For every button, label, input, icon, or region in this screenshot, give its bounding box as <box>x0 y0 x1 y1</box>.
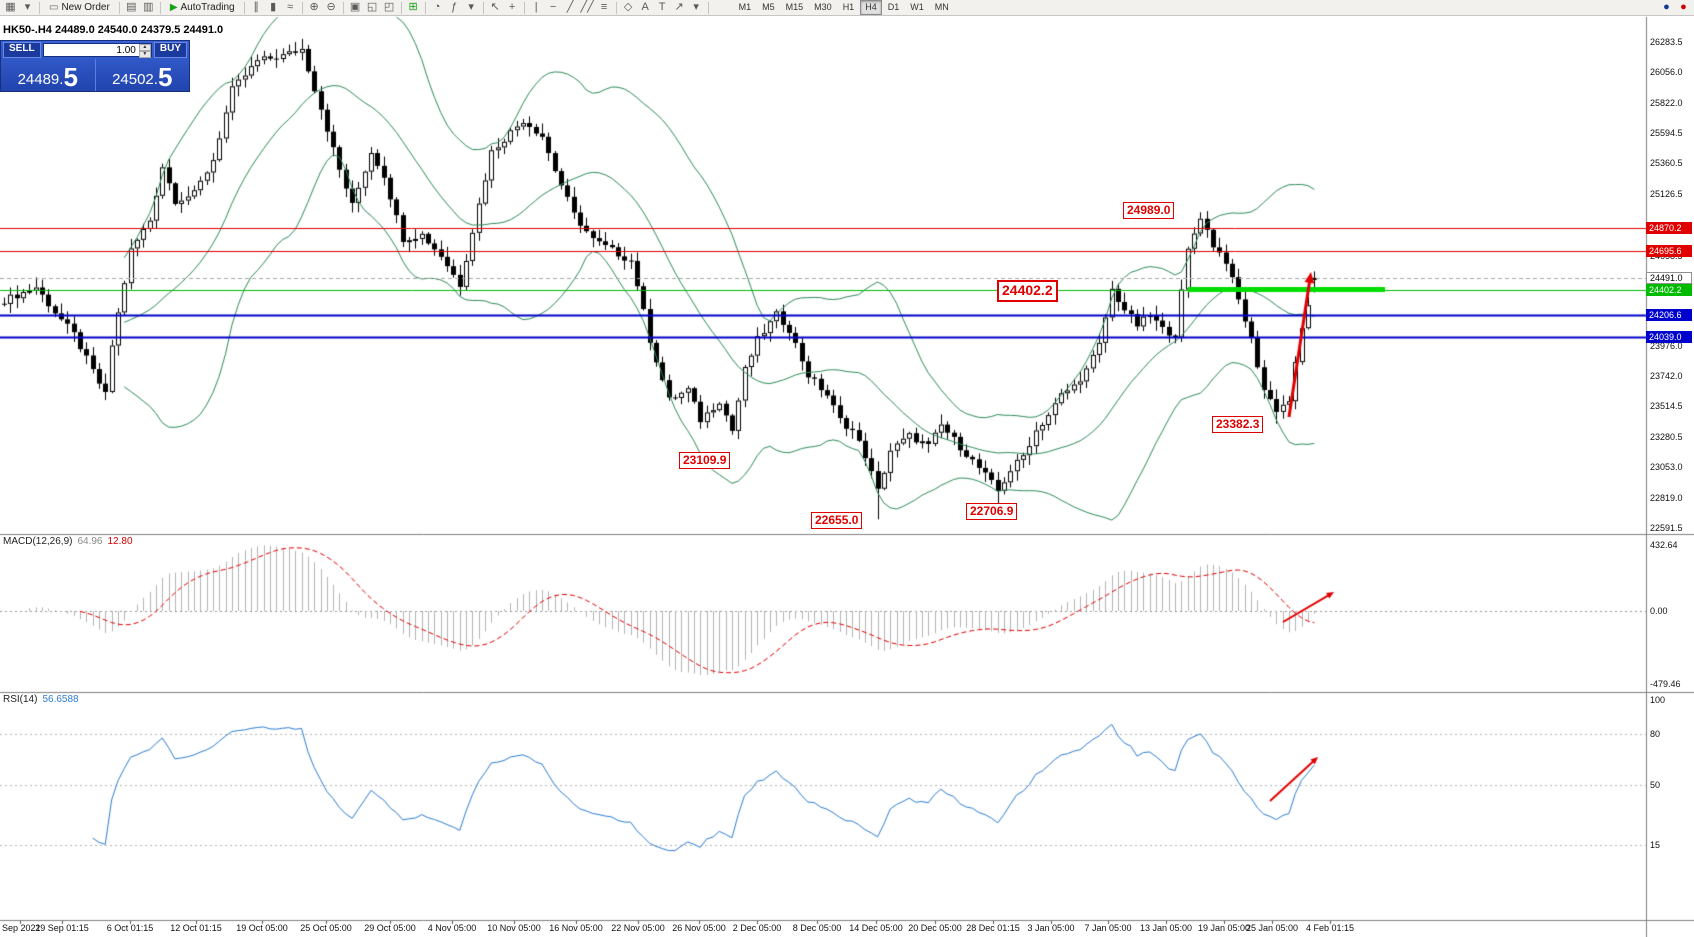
price-annotation[interactable]: 23382.3 <box>1212 416 1264 433</box>
buy-button[interactable]: BUY <box>153 42 187 58</box>
timeframe-button-d1[interactable]: D1 <box>887 2 900 12</box>
toolbar-separator <box>424 1 426 14</box>
sell-price-big-digit: 5 <box>63 62 78 92</box>
fibonacci-icon[interactable]: ≡ <box>600 1 608 13</box>
price-annotation[interactable]: 23109.9 <box>679 452 731 469</box>
new-order-button-label: New Order <box>61 2 110 13</box>
buy-price-main: 24502. <box>112 71 158 88</box>
bar-chart-type-icon[interactable]: ∥ <box>253 1 259 13</box>
toolbar-separator <box>523 1 525 14</box>
timeframe-button-m15[interactable]: M15 <box>785 2 804 12</box>
tile-windows-icon[interactable]: ▣ <box>349 1 361 13</box>
toolbar-separator <box>342 1 344 14</box>
crosshair-icon[interactable]: + <box>508 1 516 13</box>
toolbar-separator <box>39 1 40 14</box>
cascade-windows-icon[interactable]: ◱ <box>366 1 378 13</box>
toolbar-separator <box>615 1 617 14</box>
timeframe-toolbar: M1 M5 M15 M30 H1 H4 D1 W1 MN <box>734 0 954 15</box>
vertical-line-icon[interactable]: | <box>534 1 538 13</box>
macd-value-2: 12.80 <box>107 536 133 547</box>
chart-ohlc-title: HK50-.H4 24489.0 24540.0 24379.5 24491.0 <box>3 24 224 36</box>
volume-up-icon[interactable]: ▲ <box>138 44 151 51</box>
indicators-icon[interactable]: ƒ <box>451 1 458 13</box>
zoom-in-icon[interactable]: ⊕ <box>309 1 319 13</box>
rsi-name: RSI(14) <box>3 694 38 705</box>
arrange-windows-icon[interactable]: ◰ <box>383 1 395 13</box>
trendline-icon[interactable]: ╱ <box>566 1 574 13</box>
toolbar-separator <box>482 1 484 14</box>
clock-icon[interactable]: ◔ <box>433 1 441 13</box>
toolbar-separator <box>301 1 303 14</box>
price-annotation[interactable]: 22655.0 <box>811 512 863 529</box>
macd-value-1: 64.96 <box>77 536 103 547</box>
new-order-button[interactable]: ▭ New Order <box>43 0 116 15</box>
rsi-indicator-label: RSI(14) 56.6588 <box>3 694 79 705</box>
autotrading-button-label: AutoTrading <box>180 2 235 13</box>
volume-down-icon[interactable]: ▼ <box>138 51 151 58</box>
autotrading-button-icon: ▶ <box>169 2 178 13</box>
shapes-icon[interactable]: ◇ <box>623 1 633 13</box>
price-annotation[interactable]: 22706.9 <box>966 503 1018 520</box>
chart-list-dropdown-icon[interactable]: ▾ <box>24 1 31 13</box>
new-order-button-icon: ▭ <box>49 2 59 13</box>
macd-indicator-label: MACD(12,26,9) 64.96 12.80 <box>3 536 133 547</box>
candlestick-type-icon[interactable]: ▮ <box>270 1 277 13</box>
toolbar: ▦ ▾ ▭ New Order ▤ ▥ ▶ AutoTrading ∥ ▮ ≈ ⊕ ⊖ ▣ ◱ ◰ ⊞ ◔ ƒ ▾ ↖ +… <box>0 0 1694 16</box>
line-chart-type-icon[interactable]: ≈ <box>287 1 294 13</box>
timeframe-button-h4[interactable]: H4 <box>860 0 882 15</box>
horizontal-line-icon[interactable]: − <box>549 1 557 13</box>
price-annotation[interactable]: 24989.0 <box>1123 202 1175 219</box>
price-annotation[interactable]: 24402.2 <box>997 280 1058 302</box>
new-chart-icon[interactable]: ▦ <box>5 1 16 13</box>
timeframe-button-m30[interactable]: M30 <box>814 2 832 12</box>
volume-input[interactable]: 1.00 ▲ ▼ <box>42 43 152 58</box>
profiles-icon[interactable]: ▤ <box>126 1 137 13</box>
autotrading-button[interactable]: ▶ AutoTrading <box>164 0 241 15</box>
cursor-icon[interactable]: ↖ <box>490 1 500 13</box>
buy-price[interactable]: 24502. 5 <box>96 59 190 91</box>
one-click-trading-panel: SELL 1.00 ▲ ▼ BUY 24489. 5 24502. 5 <box>0 40 190 92</box>
volume-value: 1.00 <box>116 44 136 56</box>
status-icon[interactable]: ● <box>1663 1 1670 13</box>
tools-dropdown-icon[interactable]: ▾ <box>693 1 699 13</box>
arrow-tools-icon[interactable]: ↗ <box>674 1 684 13</box>
channel-icon[interactable]: ╱╱ <box>580 1 594 13</box>
timeframe-button-m5[interactable]: M5 <box>762 2 775 12</box>
toolbar-separator <box>118 1 120 14</box>
timeframe-button-h1[interactable]: H1 <box>842 2 855 12</box>
sell-button[interactable]: SELL <box>3 42 41 58</box>
charts-layout-icon[interactable]: ▥ <box>143 1 154 13</box>
toolbar-separator <box>400 1 402 14</box>
toolbar-separator <box>243 1 245 14</box>
indicators-dropdown-icon[interactable]: ▾ <box>468 1 474 13</box>
text-icon[interactable]: A <box>641 1 649 13</box>
rsi-value: 56.6588 <box>42 694 79 705</box>
toolbar-separator <box>159 1 161 14</box>
timeframe-button-mn[interactable]: MN <box>934 2 949 12</box>
macd-name: MACD(12,26,9) <box>3 536 73 547</box>
grid-icon[interactable]: ⊞ <box>408 1 418 13</box>
timeframe-button-m1[interactable]: M1 <box>738 2 752 12</box>
toolbar-separator <box>707 1 709 14</box>
buy-price-big-digit: 5 <box>157 62 173 92</box>
sell-price-main: 24489. <box>17 71 64 88</box>
record-icon[interactable]: ● <box>1680 1 1687 13</box>
zoom-out-icon[interactable]: ⊖ <box>326 1 336 13</box>
label-icon[interactable]: T <box>658 1 666 13</box>
sell-price[interactable]: 24489. 5 <box>1 59 96 91</box>
volume-stepper: ▲ ▼ <box>138 44 151 58</box>
timeframe-button-w1[interactable]: W1 <box>910 2 924 12</box>
